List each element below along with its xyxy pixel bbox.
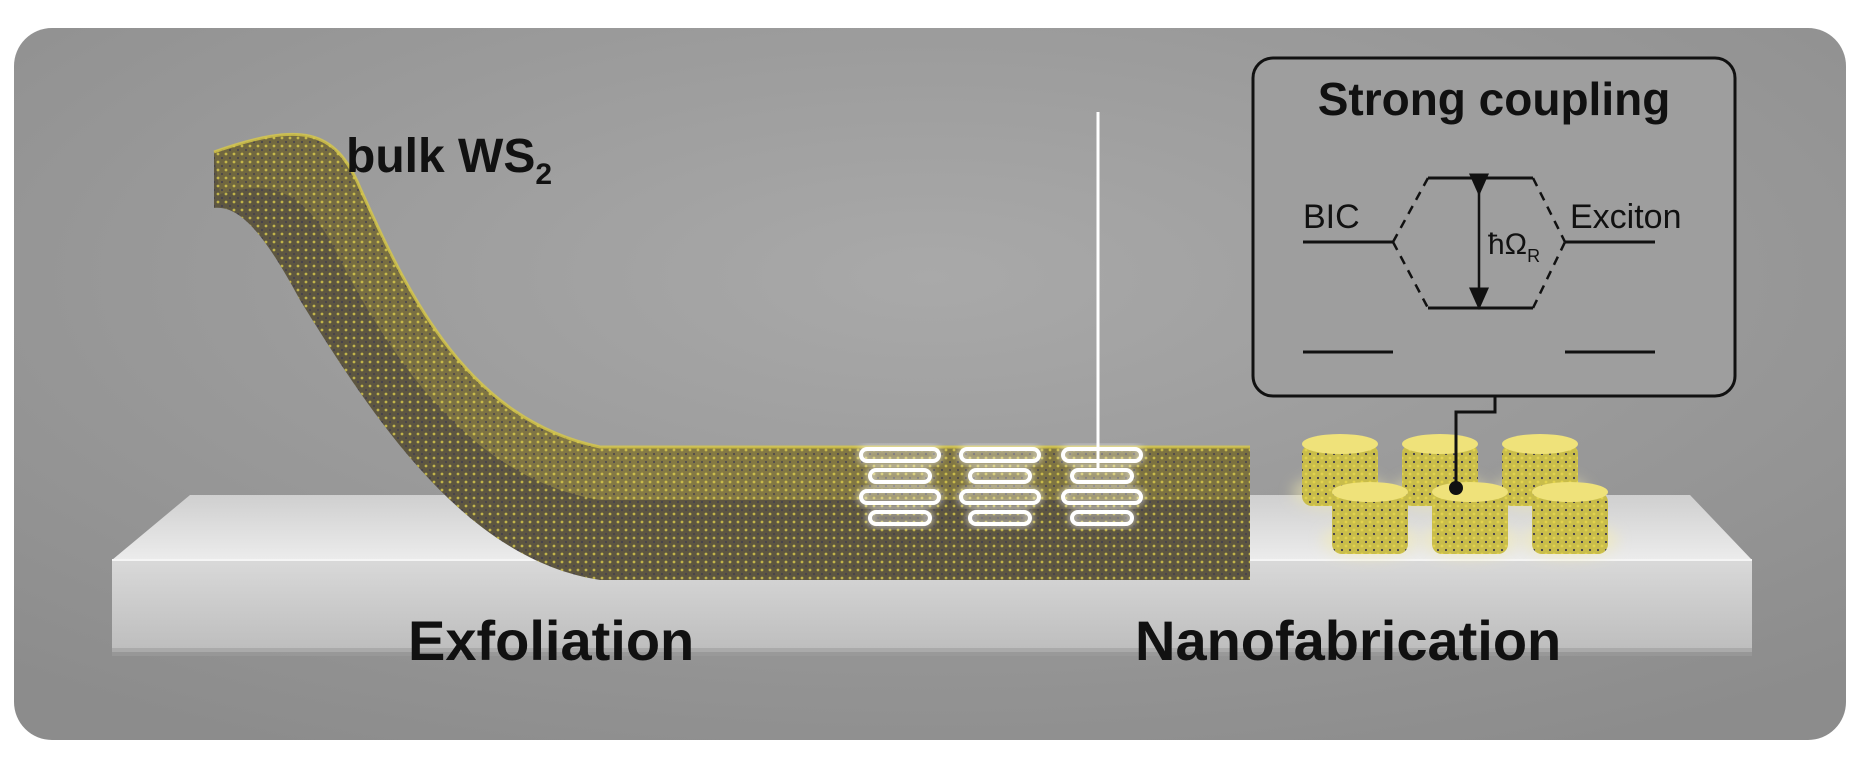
nanopillar [1322, 482, 1418, 558]
resonator-bar [859, 447, 941, 463]
nanopillar [1422, 482, 1518, 558]
resonator-bar [968, 468, 1032, 484]
resonator-bar [1070, 510, 1134, 526]
bic-label: BIC [1303, 198, 1360, 236]
resonator-bar [959, 489, 1041, 505]
inset-title: Strong coupling [1318, 73, 1671, 125]
nanopillar [1522, 482, 1618, 558]
strong-coupling-inset: Strong coupling BIC Exciton ħΩR [1251, 56, 1737, 398]
resonator-bar [868, 510, 932, 526]
resonator-bar [968, 510, 1032, 526]
nanopillar-array [1292, 434, 1618, 558]
inset-connector [1449, 396, 1497, 495]
rabi-splitting-label: ħΩR [1488, 228, 1540, 266]
resonator-bar [868, 468, 932, 484]
coupling-dashes [1391, 177, 1567, 309]
exciton-label: Exciton [1570, 198, 1682, 236]
nanofabrication-label: Nanofabrication [1135, 609, 1561, 672]
bulk-ws2-label: bulk WS2 [346, 130, 552, 191]
exfoliation-label: Exfoliation [408, 609, 694, 672]
resonator-bar [859, 489, 941, 505]
resonator-bar [959, 447, 1041, 463]
resonator-bar [1061, 489, 1143, 505]
